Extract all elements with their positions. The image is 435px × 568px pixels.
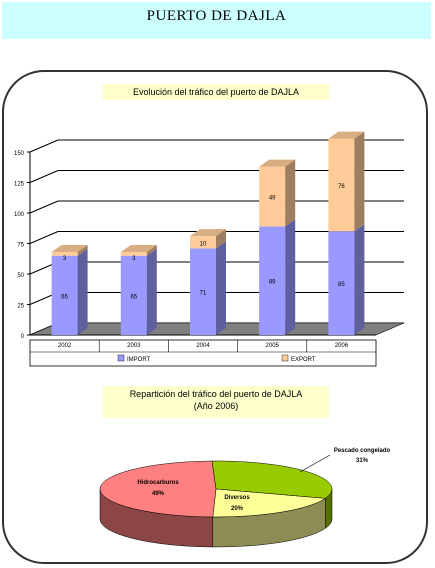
legend-label-import: IMPORT [127, 357, 151, 363]
bar-top-export [51, 245, 88, 253]
bar-value-label: 3 [132, 256, 136, 262]
pie-label-percent: 31% [356, 458, 369, 464]
pie-slice-1 [212, 488, 327, 518]
legend-swatch-import [117, 354, 125, 362]
data-table-frame [29, 339, 377, 367]
pie-label-percent: 20% [231, 506, 244, 512]
bar-top-export [120, 245, 157, 253]
bar-segment-export [328, 138, 355, 232]
bar-side-export [216, 229, 226, 249]
bar-side-import [77, 248, 88, 335]
bar-segment-import [190, 248, 216, 335]
bar-value-label: 10 [200, 241, 207, 247]
bar-side-export [146, 245, 157, 256]
bar-value-label: 89 [269, 280, 276, 286]
y-tick-label: 125 [14, 182, 25, 188]
bar-value-label: 85 [338, 282, 345, 288]
bar-chart-title: Evolución del tráfico del puerto de DAJL… [103, 84, 329, 100]
title-banner: PUERTO DE DAJLA [2, 2, 431, 39]
x-tick-label: 2003 [127, 343, 141, 349]
gridline-side [29, 231, 59, 244]
bar-segment-import [51, 255, 78, 335]
bar-chart: 0 25 50 75 100 125 150 65 3 2002 65 3 2003 71 10 2004 89… [14, 131, 405, 367]
bar-value-label: 76 [338, 184, 345, 190]
legend-label-export: EXPORT [291, 357, 316, 363]
bar-segment-export [51, 252, 78, 256]
pie-slice-0 [211, 460, 333, 499]
pie-chart: Pescado congelado 31% Diversos 20% Hidrocarb… [99, 448, 391, 548]
x-tick-label: 2002 [58, 343, 72, 349]
y-tick-label: 25 [17, 304, 24, 310]
x-tick-label: 2004 [196, 343, 210, 349]
bar-value-label: 49 [269, 196, 276, 202]
pie-label-name: Hidrocarburos [137, 480, 179, 486]
y-tick-label: 50 [17, 273, 24, 279]
bar-segment-import [259, 226, 286, 335]
bar-side-export [354, 131, 365, 232]
pie-label-name: Pescado congelado [334, 448, 391, 454]
bar-value-label: 3 [63, 256, 67, 262]
pie-label-percent: 49% [152, 491, 165, 497]
bar-segment-export [190, 236, 216, 249]
bar-segment-export [120, 252, 147, 256]
bar-side-import [146, 248, 157, 335]
bar-top-export [328, 131, 365, 139]
legend-swatch-export [281, 354, 289, 362]
y-tick-label: 0 [21, 334, 25, 340]
bar-segment-import [328, 231, 355, 335]
pie-label-name: Diversos [224, 495, 250, 501]
y-tick-label: 150 [14, 151, 25, 157]
bar-value-label: 65 [61, 294, 68, 300]
bar-segment-import [120, 255, 147, 335]
gridline-side [29, 139, 59, 153]
bar-side-export [285, 159, 296, 227]
bar-side-import [285, 219, 296, 335]
bar-top-export [190, 229, 226, 237]
gridline-side [29, 200, 59, 214]
bar-top-export [259, 159, 296, 167]
bar-value-label: 71 [200, 291, 207, 297]
bar-segment-export [259, 166, 286, 227]
x-tick-label: 2005 [266, 343, 280, 349]
pie-slice-2 [99, 460, 217, 518]
bar-side-export [77, 245, 88, 256]
page-title: PUERTO DE DAJLA [146, 8, 287, 24]
y-tick-label: 75 [17, 243, 24, 249]
gridline-side [29, 170, 59, 183]
y-tick-label: 100 [14, 212, 25, 218]
pie-leader-line [299, 454, 331, 473]
pie-chart-title-line2: (Año 2006) [193, 401, 239, 411]
bar-side-import [354, 224, 365, 335]
bar-value-label: 65 [130, 294, 137, 300]
pie-chart-title: Repartición del tráfico del puerto de DA… [103, 386, 329, 418]
bar-side-import [216, 241, 226, 335]
chart-frame [2, 70, 428, 564]
x-tick-label: 2006 [335, 343, 349, 349]
pie-chart-title-line1: Repartición del tráfico del puerto de DA… [129, 389, 303, 399]
